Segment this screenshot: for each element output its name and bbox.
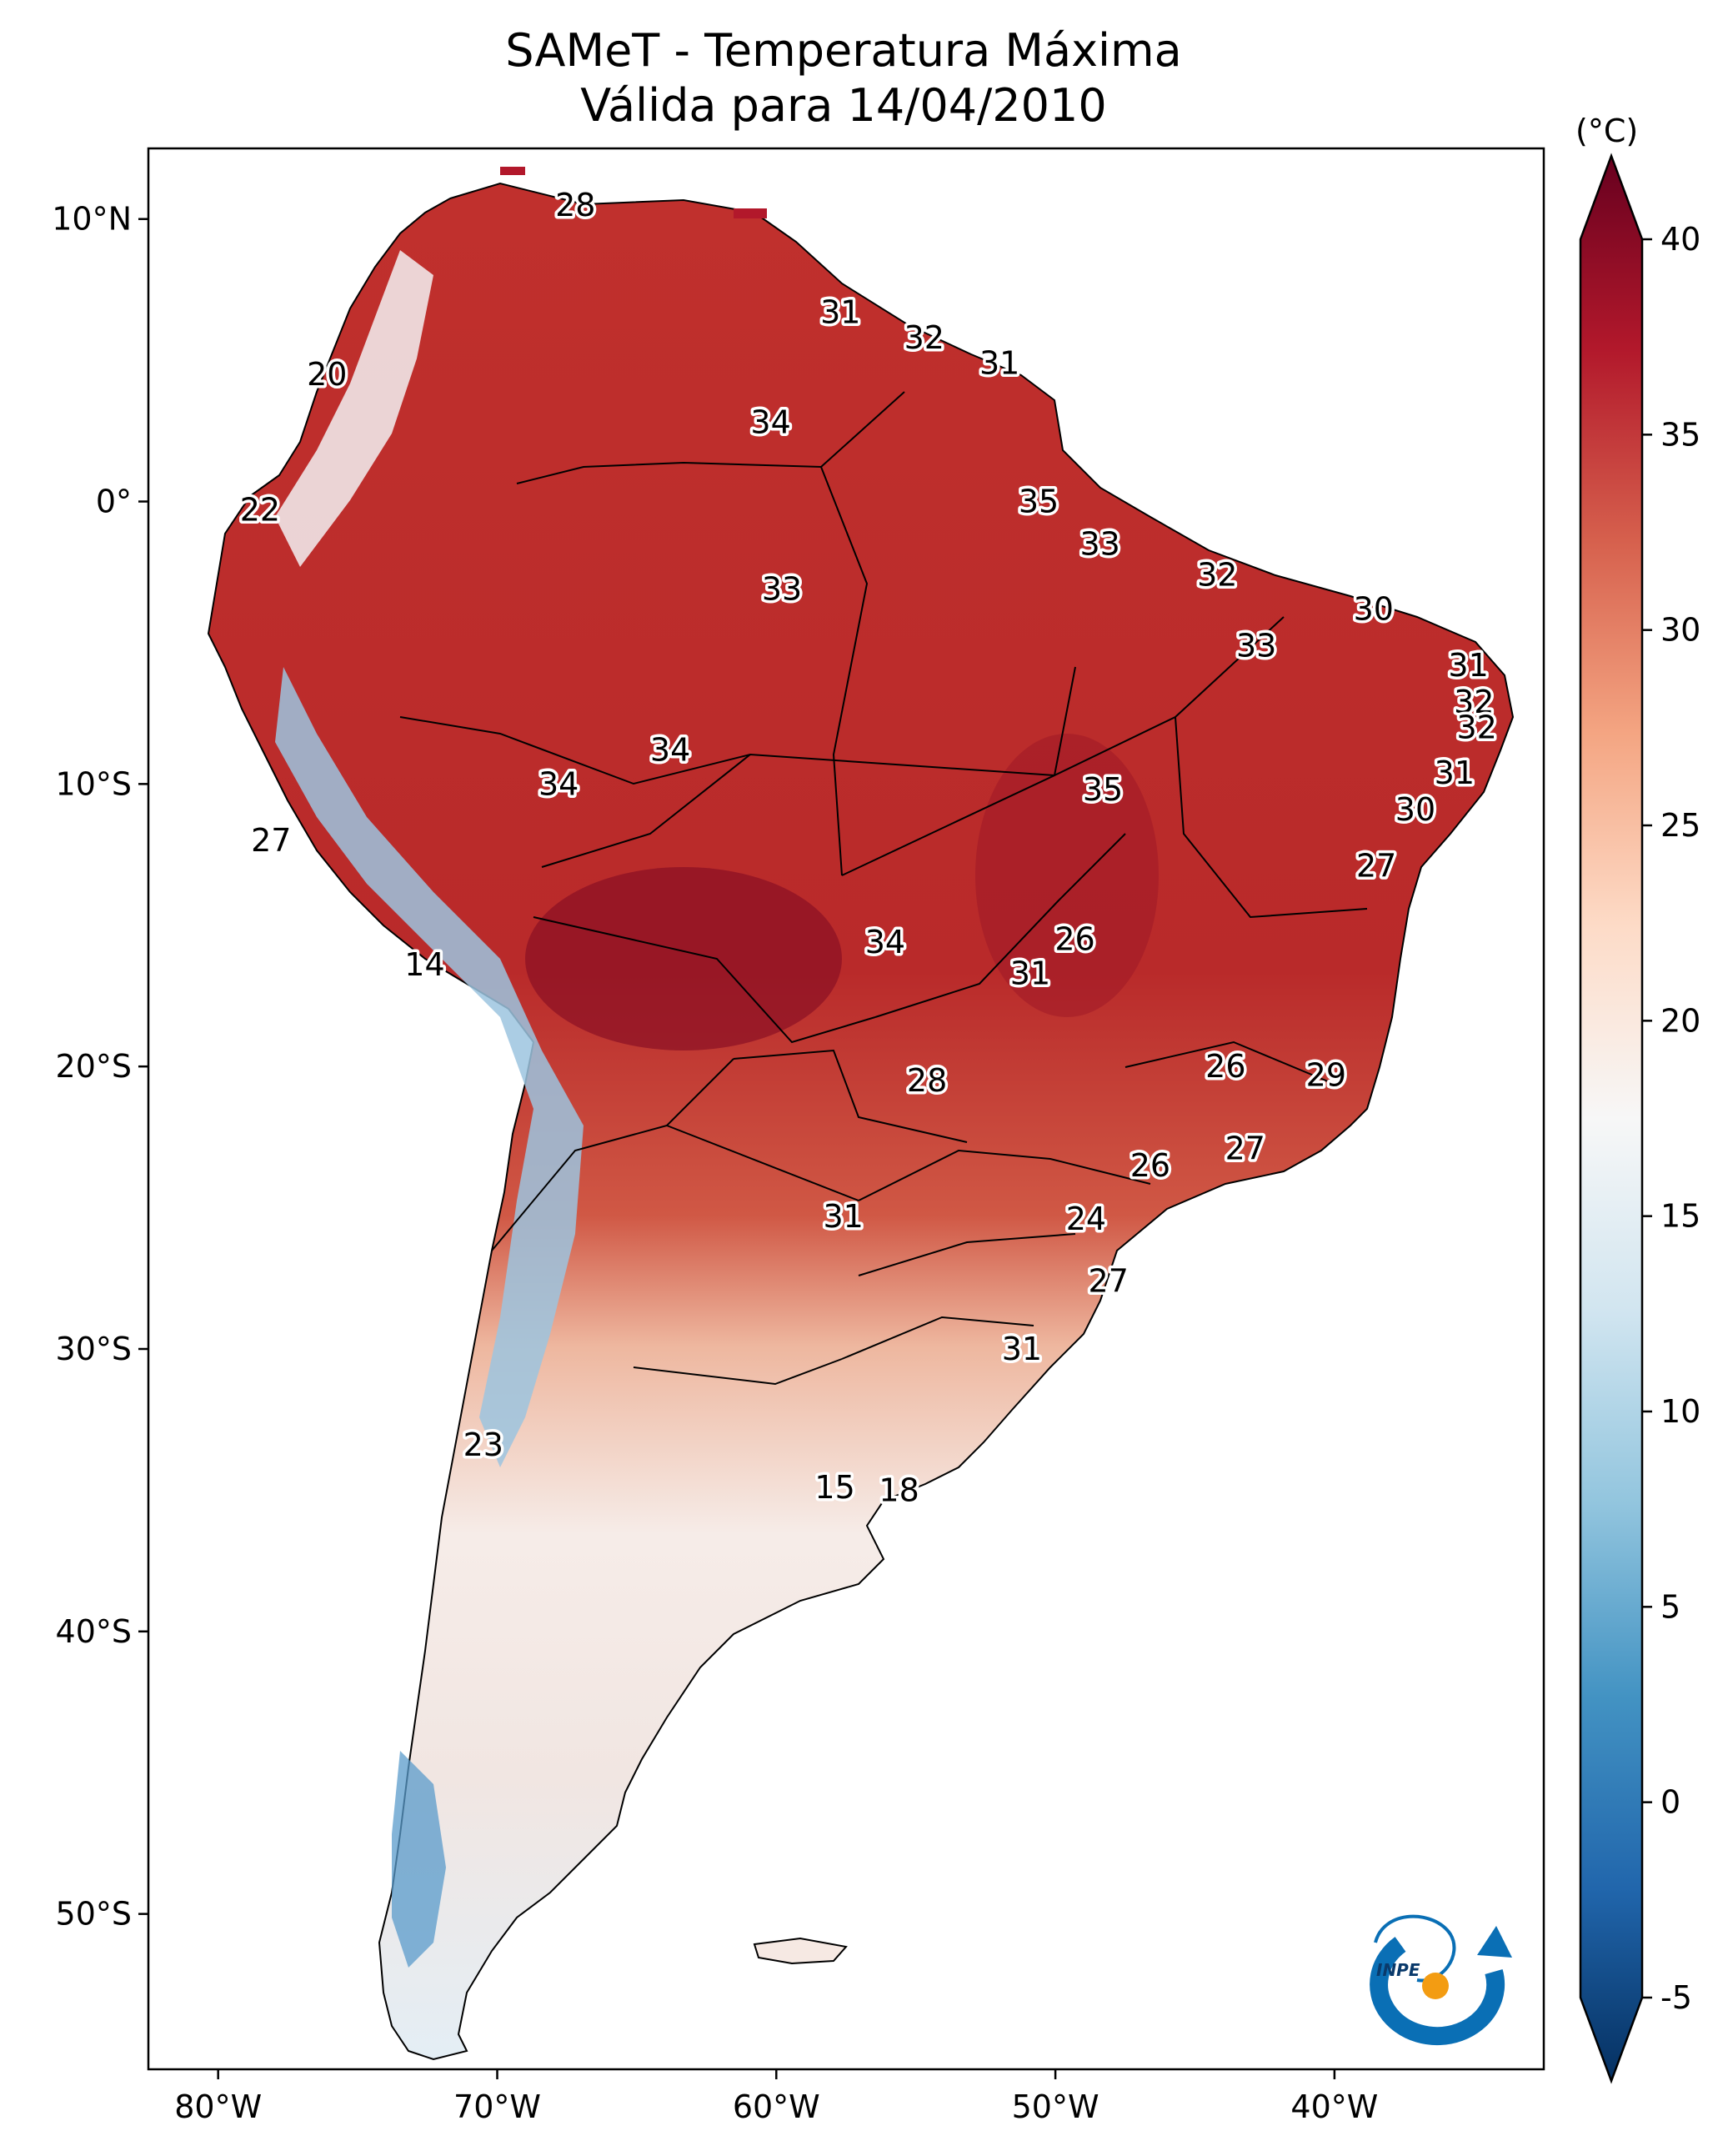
city-temperature-value: 27 bbox=[251, 822, 291, 859]
land-temperature-field bbox=[207, 167, 1515, 2061]
inpe-logo-sun-dot bbox=[1422, 1973, 1449, 1999]
city-temperature-value: 28 bbox=[907, 1062, 947, 1099]
andes-cool-band-north bbox=[275, 250, 433, 567]
title-line-1: SAMeT - Temperatura Máxima bbox=[505, 24, 1182, 77]
caribbean-island bbox=[500, 167, 525, 175]
city-temperature-value: 26 bbox=[1054, 921, 1094, 958]
city-temperature-value: 29 bbox=[1306, 1056, 1346, 1093]
city-temperature-value: 32 bbox=[1456, 709, 1496, 746]
city-temperature-value: 33 bbox=[762, 571, 802, 608]
colorbar-tick-label: 10 bbox=[1660, 1393, 1700, 1430]
lon-tick-label: 70°W bbox=[453, 2088, 541, 2125]
caribbean-island bbox=[734, 208, 767, 218]
patagonia-cool-band bbox=[392, 1751, 446, 1968]
city-temperature-value: 26 bbox=[1205, 1048, 1245, 1085]
city-temperature-value: 31 bbox=[1010, 955, 1050, 991]
lat-tick-label: 50°S bbox=[56, 1896, 132, 1933]
city-temperature-value: 27 bbox=[1225, 1130, 1265, 1166]
city-temperature-value: 24 bbox=[1066, 1201, 1106, 1237]
city-temperature-value: 27 bbox=[1356, 848, 1396, 885]
city-temperature-value: 35 bbox=[1083, 771, 1123, 808]
colorbar-tick-label: 30 bbox=[1660, 612, 1700, 649]
city-temperature-value: 20 bbox=[307, 356, 347, 393]
colorbar-tick-label: 25 bbox=[1660, 807, 1700, 844]
city-temperature-value: 31 bbox=[1002, 1331, 1042, 1367]
city-temperature-value: 27 bbox=[1089, 1263, 1129, 1300]
city-temperature-value: 35 bbox=[1019, 484, 1059, 520]
colorbar: (°C) 40 35 30 25 20 15 10 5 0 -5 bbox=[1575, 113, 1700, 2084]
colorbar-ticks: 40 35 30 25 20 15 10 5 0 -5 bbox=[1642, 221, 1700, 2016]
colorbar-tick-label: 0 bbox=[1660, 1784, 1680, 1821]
lon-tick-label: 40°W bbox=[1290, 2088, 1378, 2125]
city-temperature-value: 22 bbox=[240, 492, 280, 529]
city-temperature-value: 14 bbox=[404, 946, 444, 983]
lat-tick-label: 10°N bbox=[52, 201, 132, 238]
city-temperature-value: 15 bbox=[814, 1469, 854, 1506]
city-temperature-value: 32 bbox=[1454, 684, 1494, 720]
city-temperature-value: 31 bbox=[820, 294, 860, 331]
city-temperature-value: 28 bbox=[555, 187, 595, 223]
south-america-landmass bbox=[207, 182, 1515, 2061]
inpe-logo: INPE bbox=[1370, 1914, 1512, 2046]
inpe-logo-text: INPE bbox=[1376, 1960, 1420, 1980]
longitude-axis: 80°W 70°W 60°W 50°W 40°W bbox=[174, 2069, 1378, 2125]
city-temperature-value: 33 bbox=[1079, 525, 1119, 562]
latitude-axis: 10°N 0° 10°S 20°S 30°S 40°S 50°S bbox=[52, 201, 148, 1933]
city-temperature-value: 34 bbox=[865, 924, 905, 960]
city-temperature-value: 31 bbox=[979, 345, 1019, 382]
lat-tick-label: 10°S bbox=[56, 765, 132, 802]
city-temperature-value: 32 bbox=[904, 319, 944, 356]
lat-tick-label: 30°S bbox=[56, 1331, 132, 1367]
colorbar-tick-label: 5 bbox=[1660, 1588, 1680, 1625]
lon-tick-label: 50°W bbox=[1012, 2088, 1099, 2125]
title-line-2: Válida para 14/04/2010 bbox=[580, 79, 1107, 132]
hot-core-central-brazil bbox=[975, 734, 1159, 1017]
city-temperature-value: 30 bbox=[1354, 590, 1394, 627]
city-temperature-value: 33 bbox=[1236, 627, 1276, 664]
city-temperature-value: 31 bbox=[823, 1198, 863, 1235]
map-frame bbox=[147, 147, 1545, 2071]
lat-tick-label: 0° bbox=[96, 484, 132, 520]
colorbar-tick-label: 15 bbox=[1660, 1198, 1700, 1235]
colorbar-tick-label: 20 bbox=[1660, 1002, 1700, 1039]
city-temperature-value: 32 bbox=[1197, 557, 1237, 594]
city-temperature-value: 34 bbox=[538, 765, 579, 802]
city-temperature-value: 18 bbox=[879, 1472, 919, 1508]
colorbar-unit: (°C) bbox=[1575, 113, 1638, 149]
city-temperature-value: 30 bbox=[1395, 791, 1435, 828]
city-temperature-value: 26 bbox=[1130, 1147, 1170, 1184]
city-temperature-value: 23 bbox=[463, 1426, 503, 1463]
city-temperature-value: 34 bbox=[750, 404, 790, 441]
hot-core-bolivia bbox=[525, 867, 842, 1050]
colorbar-tick-label: 35 bbox=[1660, 416, 1700, 453]
inpe-logo-swoosh bbox=[1370, 1937, 1505, 2046]
lon-tick-label: 80°W bbox=[174, 2088, 262, 2125]
lat-tick-label: 20°S bbox=[56, 1048, 132, 1085]
map-title: SAMeT - Temperatura Máxima Válida para 1… bbox=[0, 23, 1687, 133]
city-temperature-value: 31 bbox=[1435, 755, 1475, 791]
lon-tick-label: 60°W bbox=[733, 2088, 820, 2125]
andes-cool-band-south bbox=[275, 667, 584, 1467]
colorbar-tick-label: -5 bbox=[1660, 1979, 1692, 2016]
city-temperature-value: 34 bbox=[650, 732, 690, 769]
falkland-islands bbox=[753, 1937, 848, 1965]
inpe-logo-arrow-icon bbox=[1477, 1926, 1512, 1958]
colorbar-tick-label: 40 bbox=[1660, 221, 1700, 258]
colorbar-body bbox=[1579, 153, 1644, 2084]
lat-tick-label: 40°S bbox=[56, 1613, 132, 1650]
political-borders bbox=[399, 391, 1368, 1386]
city-temperature-value: 31 bbox=[1448, 647, 1488, 684]
